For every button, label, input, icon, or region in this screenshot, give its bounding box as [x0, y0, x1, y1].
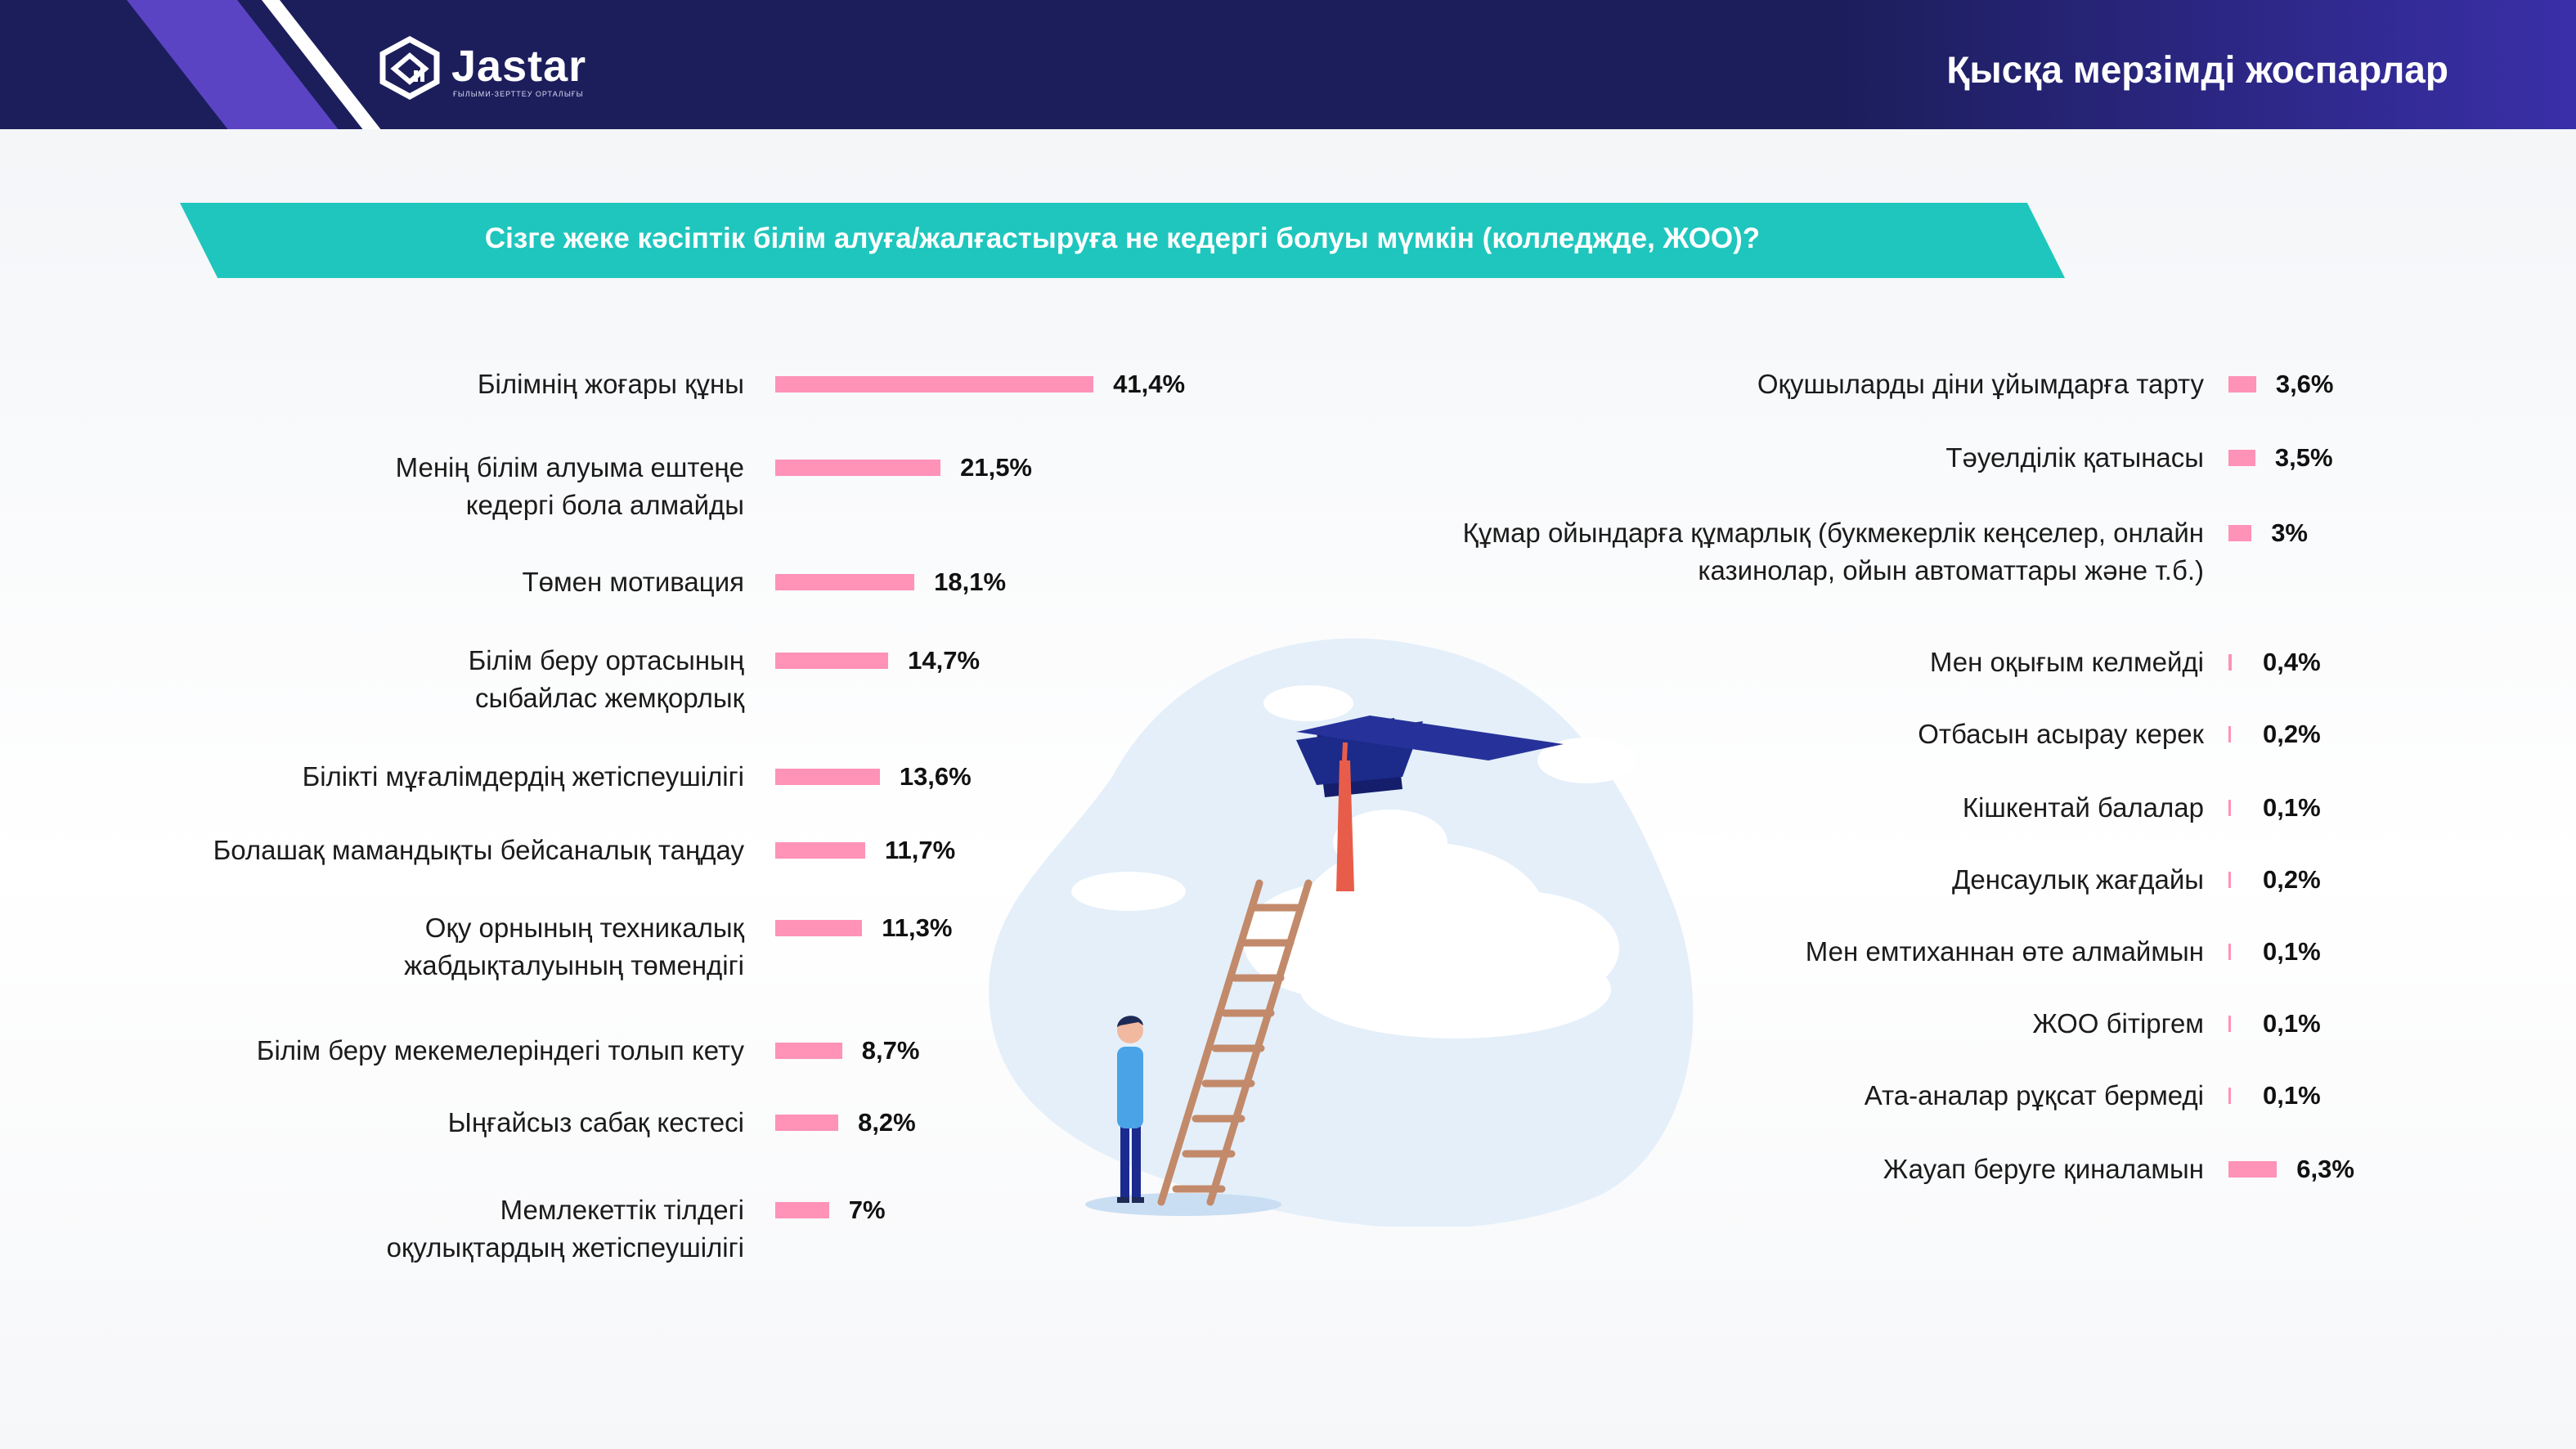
- category-label-right-5: Кішкентай балалар: [1962, 792, 2204, 823]
- jastar-logo: Jastar ҒЫЛЫМИ-ЗЕРТТЕУ ОРТАЛЫҒЫ: [378, 36, 623, 100]
- bar-right-7: [2228, 944, 2231, 960]
- value-label-right-2: 3%: [2271, 518, 2308, 547]
- value-label-left-5: 11,7%: [884, 836, 956, 864]
- category-label-right-8: ЖОО бітіргем: [2032, 1008, 2204, 1039]
- value-label-left-0: 41,4%: [1113, 370, 1186, 398]
- bar-left-3: [775, 653, 889, 669]
- category-label-right-6: Денсаулық жағдайы: [1952, 864, 2204, 895]
- bar-left-6: [775, 920, 863, 936]
- bar-right-8: [2228, 1016, 2231, 1032]
- jastar-logo-icon: [379, 36, 440, 100]
- logo-text: Jastar: [451, 42, 587, 91]
- value-label-left-7: 8,7%: [861, 1036, 920, 1065]
- bar-right-5: [2228, 800, 2231, 816]
- bar-left-1: [775, 460, 941, 476]
- bar-left-0: [775, 376, 1094, 393]
- bar-left-5: [775, 842, 865, 859]
- bar-left-2: [775, 574, 915, 590]
- value-label-left-3: 14,7%: [908, 646, 981, 675]
- category-label-left-9: Мемлекеттік тілдегі оқулықтардың жетіспеу…: [386, 1195, 744, 1263]
- value-label-right-10: 6,3%: [2296, 1155, 2354, 1183]
- category-label-left-0: Білімнің жоғары құны: [477, 369, 744, 399]
- question-text: Сізге жеке кәсіптік білім алуға/жалғасты…: [484, 222, 1761, 254]
- category-label-left-2: Төмен мотивация: [522, 567, 744, 597]
- category-label-right-4: Отбасын асырау керек: [1918, 719, 2204, 749]
- bar-right-9: [2228, 1088, 2231, 1104]
- header-glow: [1840, 0, 2576, 129]
- bar-left-8: [775, 1115, 839, 1131]
- value-label-right-7: 0,1%: [2263, 937, 2321, 966]
- value-label-right-5: 0,1%: [2263, 793, 2321, 822]
- value-label-right-6: 0,2%: [2263, 865, 2321, 894]
- category-label-right-0: Оқушыларды діни ұйымдарға тарту: [1757, 369, 2204, 399]
- category-label-left-5: Болашақ мамандықты бейсаналық таңдау: [213, 835, 744, 865]
- value-label-right-3: 0,4%: [2263, 648, 2321, 676]
- category-label-left-4: Білікті мұғалімдердің жетіспеушілігі: [302, 761, 744, 792]
- bar-left-4: [775, 769, 880, 785]
- value-label-left-8: 8,2%: [858, 1108, 916, 1137]
- value-label-left-9: 7%: [848, 1196, 886, 1224]
- category-label-left-8: Ыңғайсыз сабақ кестесі: [447, 1107, 744, 1137]
- page-title: Қысқа мерзімді жоспарлар: [1946, 48, 2448, 91]
- bar-right-3: [2228, 654, 2232, 671]
- bar-right-6: [2228, 872, 2231, 888]
- graduation-illustration: [989, 638, 1742, 1227]
- category-label-right-2: Құмар ойындарға құмарлық (букмекерлік ке…: [1462, 518, 2204, 585]
- category-label-right-10: Жауап беруге қиналамын: [1883, 1154, 2204, 1184]
- category-label-right-1: Тәуелділік қатынасы: [1945, 442, 2204, 473]
- bar-right-10: [2228, 1161, 2278, 1178]
- bar-left-7: [775, 1043, 842, 1059]
- header-stripe-purple: [127, 0, 339, 129]
- bar-right-0: [2228, 376, 2256, 393]
- value-label-right-9: 0,1%: [2263, 1081, 2321, 1110]
- category-label-right-7: Мен емтиханнан өте алмаймын: [1805, 936, 2204, 967]
- value-label-right-4: 0,2%: [2263, 720, 2321, 748]
- header: Jastar ҒЫЛЫМИ-ЗЕРТТЕУ ОРТАЛЫҒЫ Қысқа мер…: [0, 0, 2576, 129]
- value-label-left-2: 18,1%: [934, 567, 1007, 596]
- category-label-right-9: Ата-аналар рұқсат бермеді: [1864, 1080, 2204, 1110]
- value-label-left-6: 11,3%: [882, 913, 953, 942]
- category-label-left-3: Білім беру ортасының сыбайлас жемқорлық: [468, 645, 744, 713]
- bar-right-4: [2228, 726, 2231, 742]
- value-label-left-1: 21,5%: [960, 453, 1032, 482]
- logo-subtext: ҒЫЛЫМИ-ЗЕРТТЕУ ОРТАЛЫҒЫ: [453, 90, 584, 98]
- value-label-right-8: 0,1%: [2263, 1009, 2321, 1038]
- question-banner: [180, 203, 2065, 278]
- bar-left-9: [775, 1202, 829, 1218]
- category-label-left-7: Білім беру мекемелеріндегі толып кету: [256, 1035, 744, 1065]
- value-label-right-0: 3,6%: [2275, 370, 2334, 398]
- category-label-left-6: Оқу орнының техникалық жабдықталуының төм…: [404, 913, 744, 980]
- bar-right-1: [2228, 450, 2255, 466]
- category-label-left-1: Менің білім алуыма ештеңе кедергі бола ал…: [395, 452, 744, 520]
- category-label-right-3: Мен оқығым келмейді: [1929, 647, 2204, 677]
- bar-right-2: [2228, 525, 2252, 541]
- value-label-left-4: 13,6%: [899, 762, 972, 791]
- value-label-right-1: 3,5%: [2274, 443, 2333, 472]
